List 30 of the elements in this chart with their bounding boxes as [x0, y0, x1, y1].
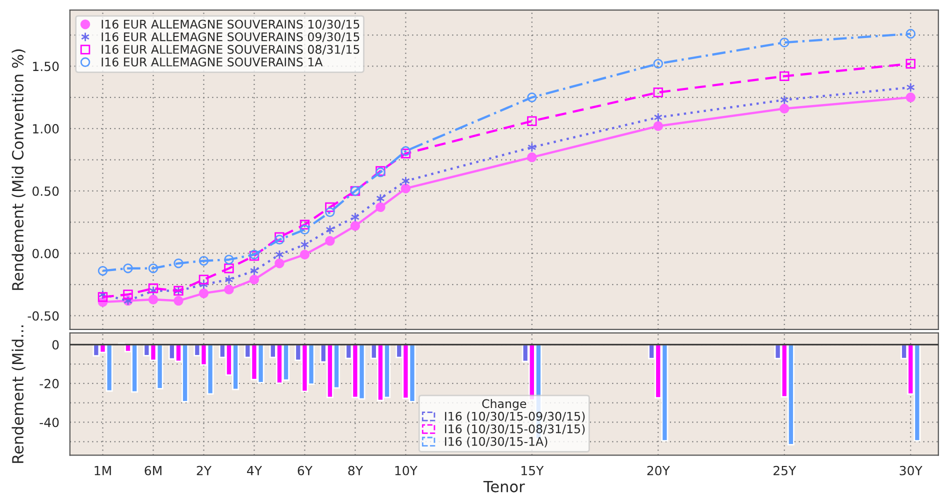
y-tick-label: 0.50	[32, 186, 59, 196]
y-tick-label: 0	[52, 340, 59, 350]
legend-label: I16 (10/30/15-1A)	[445, 436, 548, 448]
legend-label: I16 EUR ALLEMAGNE SOUVERAINS 08/31/15	[102, 44, 360, 55]
x-tick-label: 8Y	[348, 466, 364, 476]
x-tick-label: 15Y	[522, 466, 544, 476]
y-tick-label: -20	[40, 378, 59, 388]
y-tick-label: 1.00	[33, 124, 59, 134]
y-tick-label: -0.50	[28, 311, 59, 321]
x-tick-label: 4Y	[247, 466, 262, 476]
legend-label: I16 (10/30/15-08/31/15)	[445, 424, 585, 435]
legend-label: I16 (10/30/15-09/30/15)	[445, 412, 585, 422]
legend-label: I16 EUR ALLEMAGNE SOUVERAINS 09/30/15	[102, 32, 360, 42]
legend-label: I16 EUR ALLEMAGNE SOUVERAINS 10/30/15	[102, 20, 360, 30]
x-tick-label: 6Y	[298, 466, 313, 476]
x-tick-label: 2Y	[196, 466, 212, 476]
y-axis-title: Rendement (Mid Convention %)	[12, 49, 26, 290]
x-tick-label: 25Y	[774, 466, 796, 476]
x-tick-label: 10Y	[395, 466, 418, 476]
y-axis-title: Rendement (Mid...	[12, 325, 26, 463]
x-tick-label: 6M	[144, 466, 162, 476]
y-tick-label: 0.00	[32, 248, 59, 258]
y-tick-label: 1.50	[33, 62, 59, 72]
x-tick-label: 30Y	[900, 466, 922, 476]
y-tick-label: -40	[40, 418, 59, 428]
x-axis-title: Tenor	[483, 480, 525, 492]
legend-label: I16 EUR ALLEMAGNE SOUVERAINS 1A	[102, 58, 323, 66]
x-tick-label: 1M	[94, 466, 111, 476]
x-tick-label: 20Y	[647, 466, 670, 476]
legend-title: Change	[482, 398, 526, 410]
